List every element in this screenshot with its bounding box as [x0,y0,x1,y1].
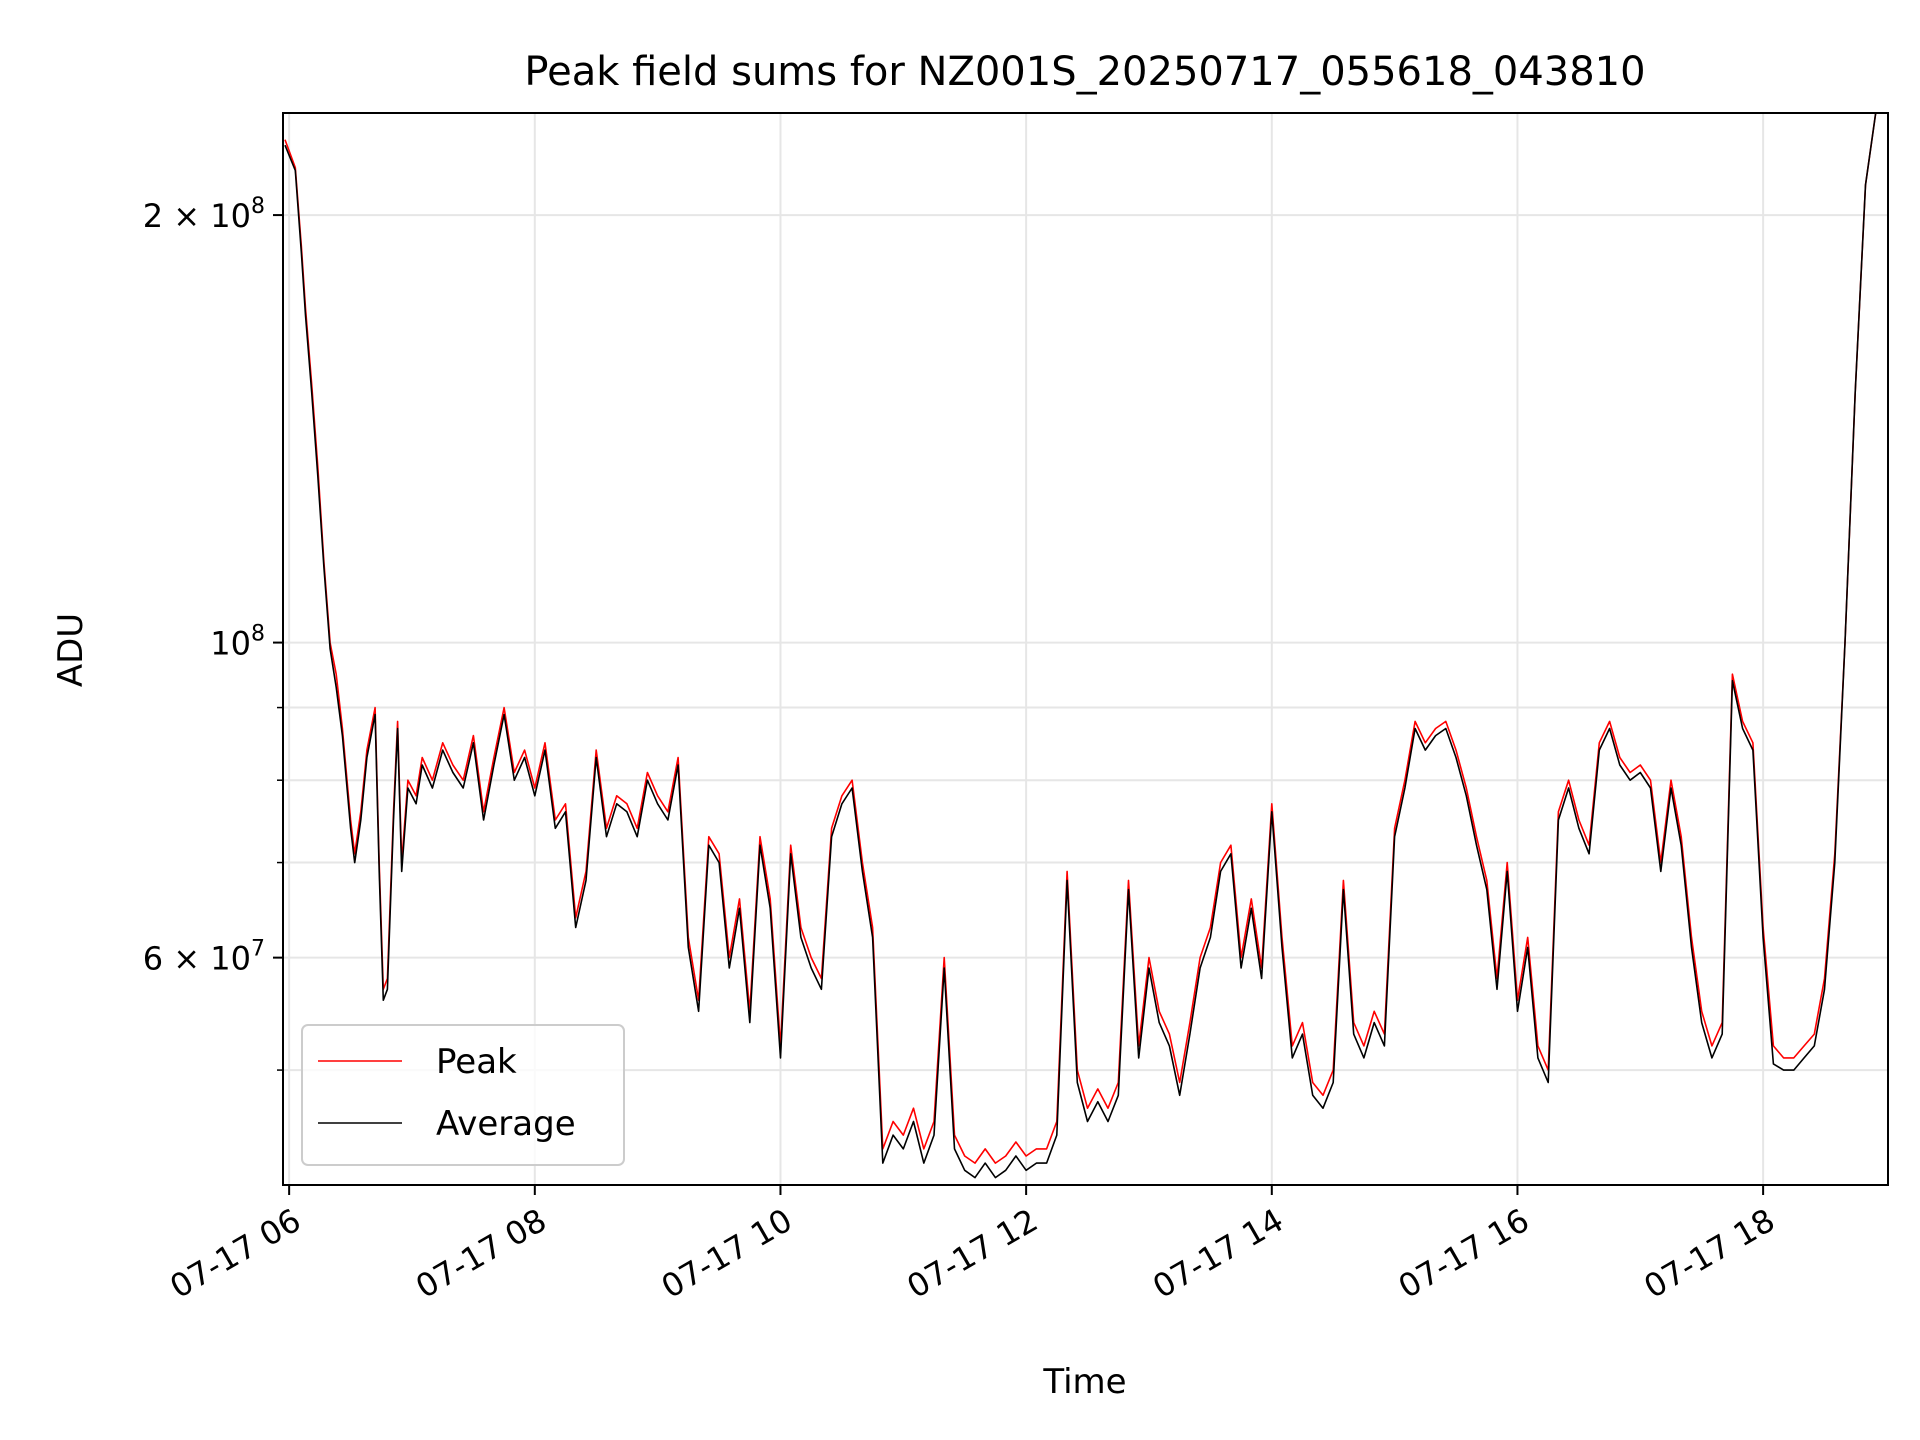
legend-box [301,1024,625,1166]
plot-frame [282,112,1889,1186]
y-axis-label: ADU [51,613,91,687]
legend-label-peak: Peak [436,1042,517,1082]
y-tick-label: 2 × 108 [143,194,265,235]
y-tick-label: 6 × 107 [143,937,265,978]
series-line-average [284,113,1886,1179]
legend: Peak Average [301,1024,625,1166]
series-lines [284,113,1886,1179]
x-axis-label: Time [1042,1362,1126,1402]
y-tick-label: 108 [210,622,265,663]
series-line-peak [284,113,1886,1164]
grid-lines [283,113,1888,1185]
legend-label-average: Average [436,1104,576,1144]
chart-title: Peak field sums for NZ001S_20250717_0556… [524,49,1645,95]
y-axis-ticks: 2 × 108 108 6 × 107 [143,194,283,1071]
